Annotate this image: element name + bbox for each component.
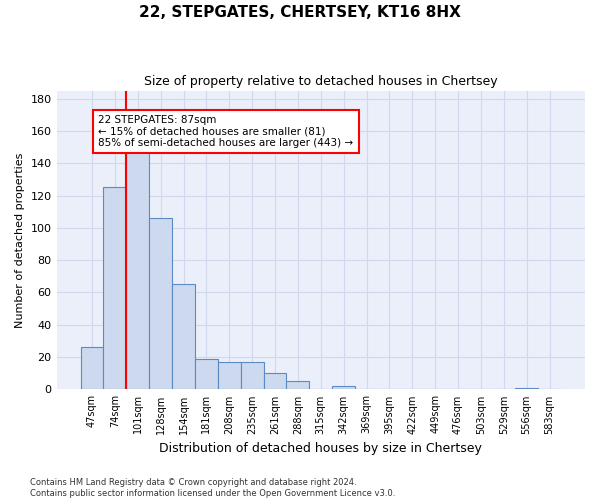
Bar bbox=[127, 144, 149, 390]
Bar bbox=[218, 362, 241, 390]
Bar bbox=[241, 362, 263, 390]
Bar bbox=[103, 188, 127, 390]
Bar bbox=[149, 218, 172, 390]
Title: Size of property relative to detached houses in Chertsey: Size of property relative to detached ho… bbox=[144, 75, 497, 88]
Text: 22, STEPGATES, CHERTSEY, KT16 8HX: 22, STEPGATES, CHERTSEY, KT16 8HX bbox=[139, 5, 461, 20]
Bar bbox=[286, 382, 310, 390]
Text: Contains HM Land Registry data © Crown copyright and database right 2024.
Contai: Contains HM Land Registry data © Crown c… bbox=[30, 478, 395, 498]
Y-axis label: Number of detached properties: Number of detached properties bbox=[15, 152, 25, 328]
X-axis label: Distribution of detached houses by size in Chertsey: Distribution of detached houses by size … bbox=[160, 442, 482, 455]
Bar bbox=[332, 386, 355, 390]
Bar bbox=[515, 388, 538, 390]
Bar bbox=[80, 348, 103, 390]
Bar bbox=[195, 358, 218, 390]
Text: 22 STEPGATES: 87sqm
← 15% of detached houses are smaller (81)
85% of semi-detach: 22 STEPGATES: 87sqm ← 15% of detached ho… bbox=[98, 115, 353, 148]
Bar bbox=[263, 374, 286, 390]
Bar bbox=[172, 284, 195, 390]
